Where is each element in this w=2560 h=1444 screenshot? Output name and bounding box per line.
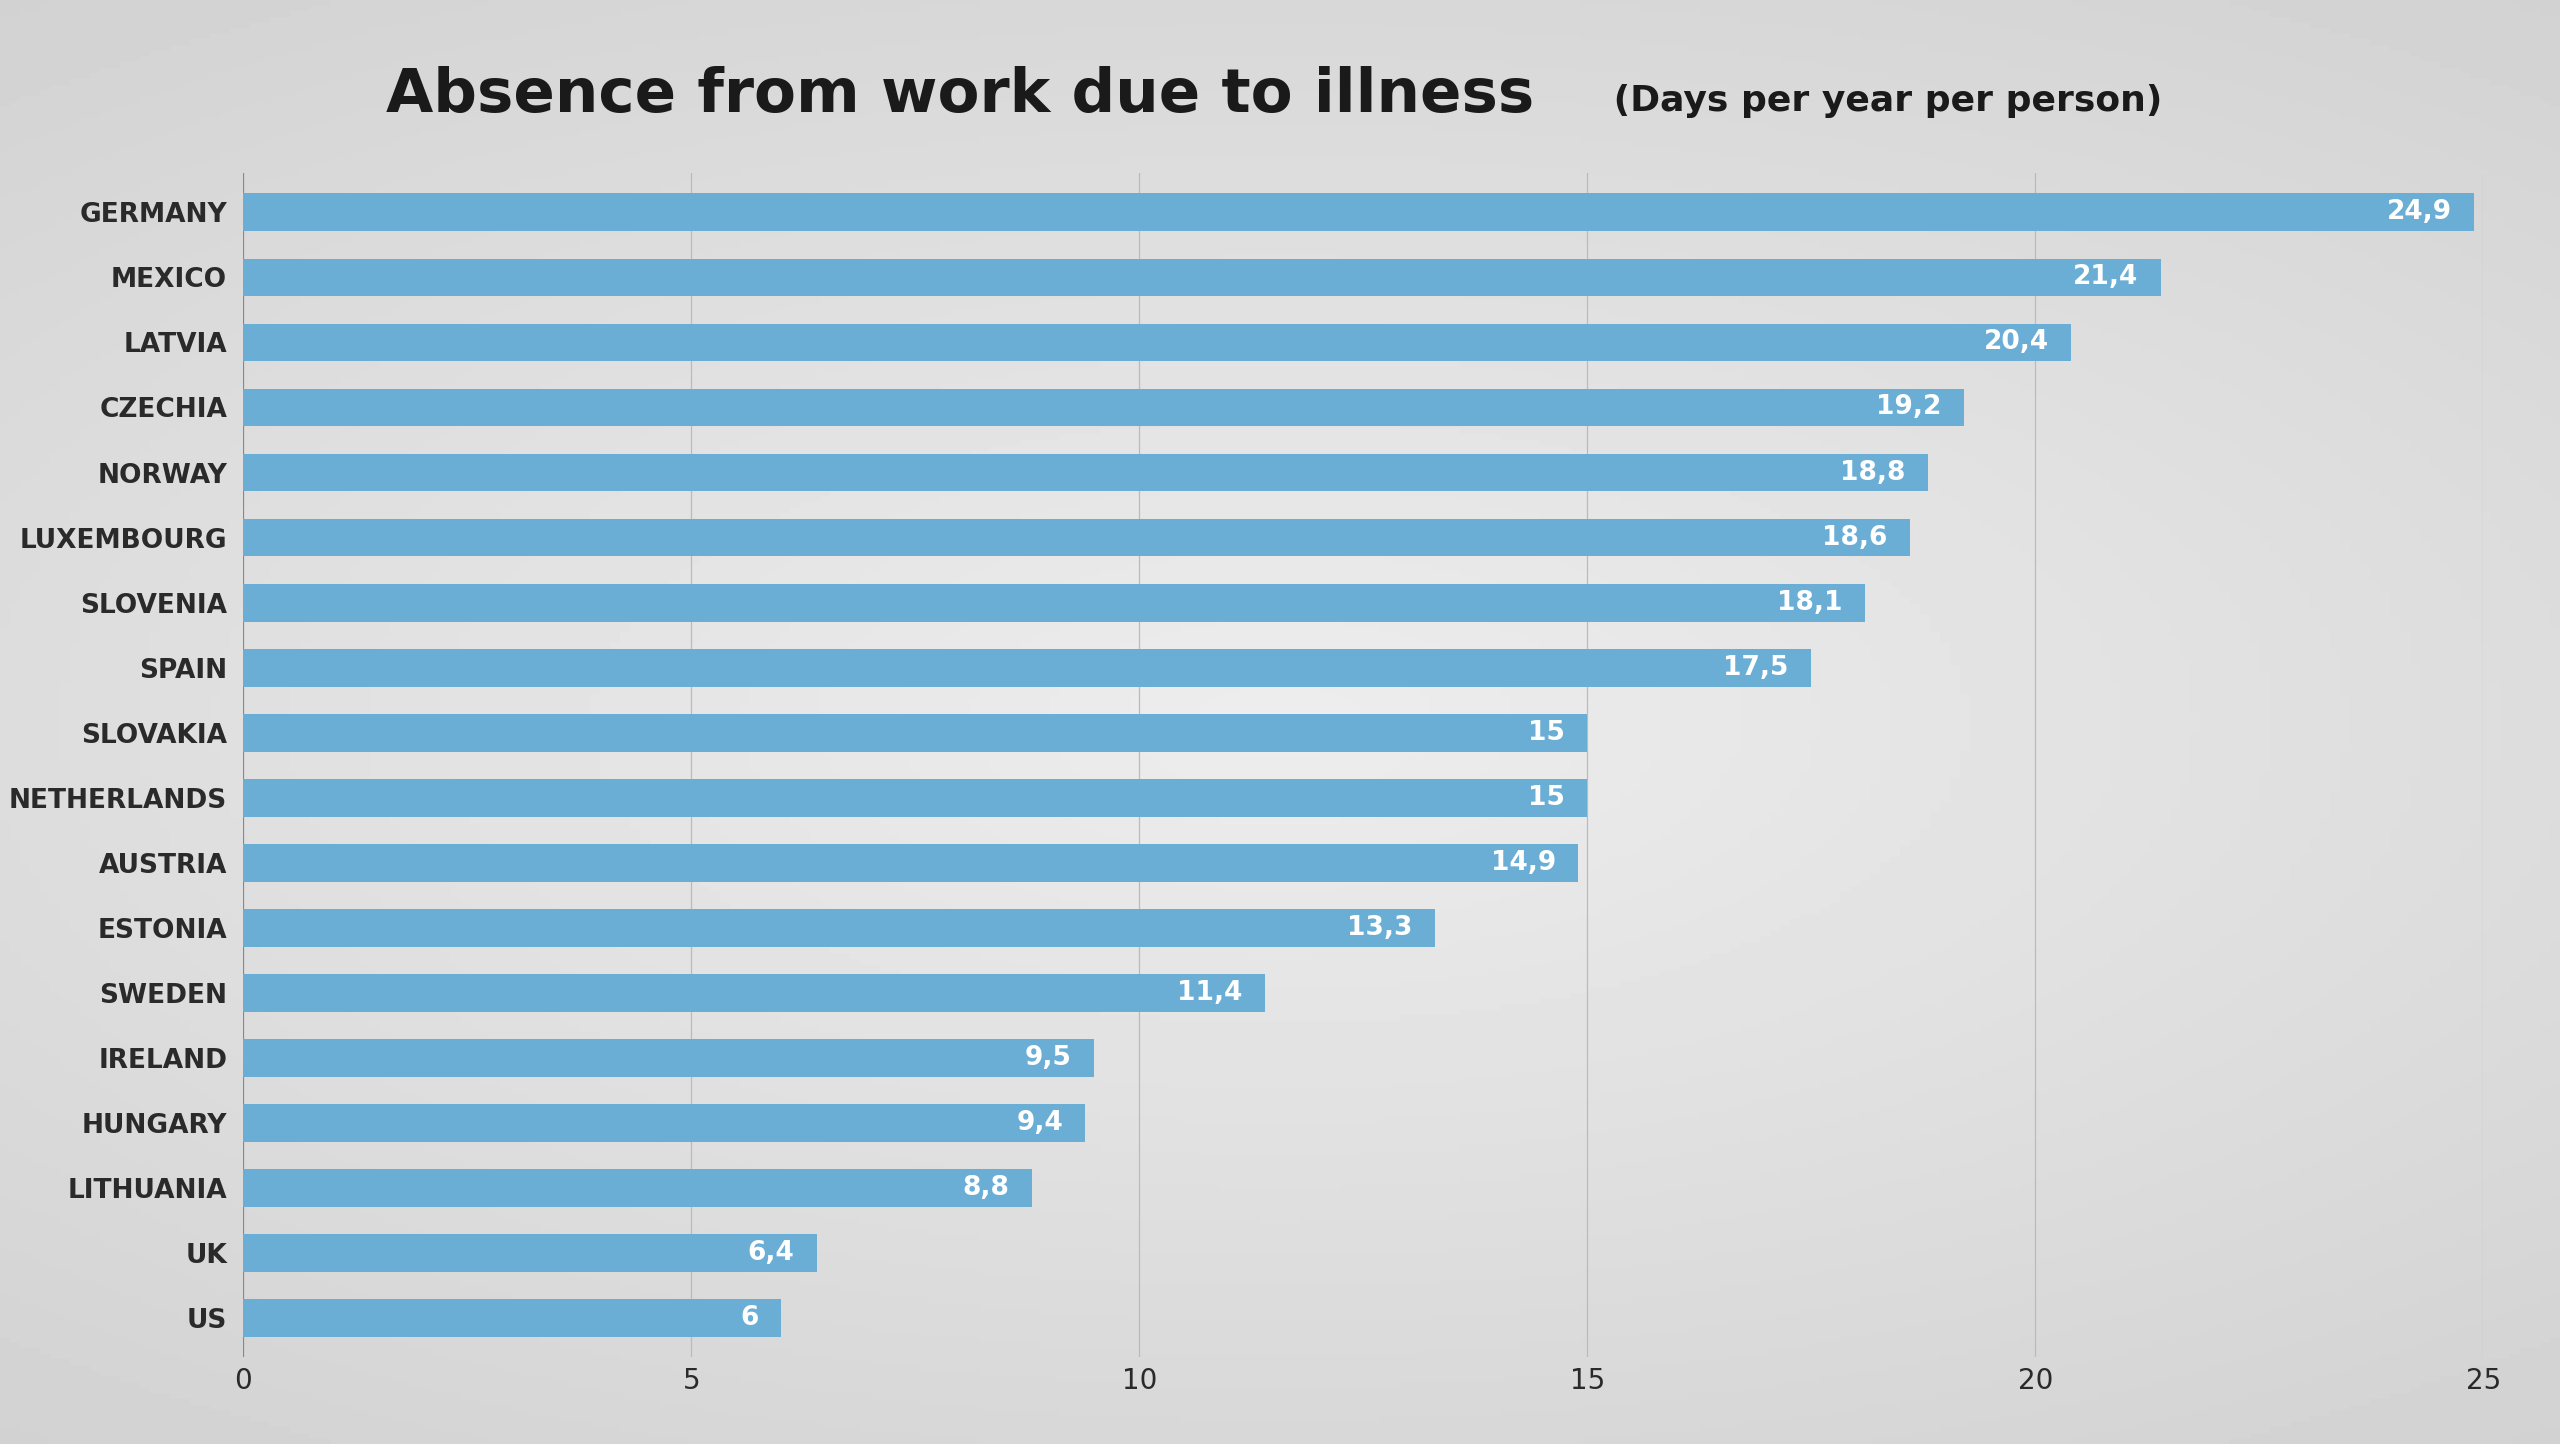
Bar [243,778,1587,817]
Text: 9,5: 9,5 [1024,1045,1073,1071]
Bar [243,713,1587,752]
Text: 18,8: 18,8 [1841,459,1905,485]
Bar [243,910,1436,947]
Bar [243,845,1580,882]
Bar [243,583,1866,621]
Bar [243,1300,781,1337]
Text: 20,4: 20,4 [1984,329,2048,355]
Bar [243,258,2161,296]
Bar [243,648,1812,686]
Text: 21,4: 21,4 [2074,264,2138,290]
Bar [243,453,1928,491]
Bar [243,388,1964,426]
Bar [243,1105,1085,1142]
Bar [243,975,1265,1012]
Text: 14,9: 14,9 [1490,851,1556,877]
Bar [243,1170,1032,1207]
Text: 19,2: 19,2 [1876,394,1940,420]
Bar [243,1235,817,1272]
Text: 18,1: 18,1 [1777,589,1843,615]
Text: 15: 15 [1528,786,1564,812]
Text: 11,4: 11,4 [1178,980,1242,1006]
Text: 17,5: 17,5 [1723,654,1789,680]
Text: 15: 15 [1528,719,1564,745]
Text: Absence from work due to illness: Absence from work due to illness [387,66,1533,124]
Text: (Days per year per person): (Days per year per person) [1600,84,2163,117]
Bar [243,1040,1096,1077]
Text: 13,3: 13,3 [1347,915,1413,941]
Text: 6,4: 6,4 [748,1240,794,1266]
Text: 9,4: 9,4 [1016,1110,1062,1136]
Bar [243,323,2071,361]
Text: 6: 6 [740,1305,758,1331]
Text: 8,8: 8,8 [963,1175,1009,1201]
Text: 24,9: 24,9 [2386,199,2452,225]
Bar [243,193,2473,231]
Text: 18,6: 18,6 [1823,524,1887,550]
Bar [243,518,1910,556]
